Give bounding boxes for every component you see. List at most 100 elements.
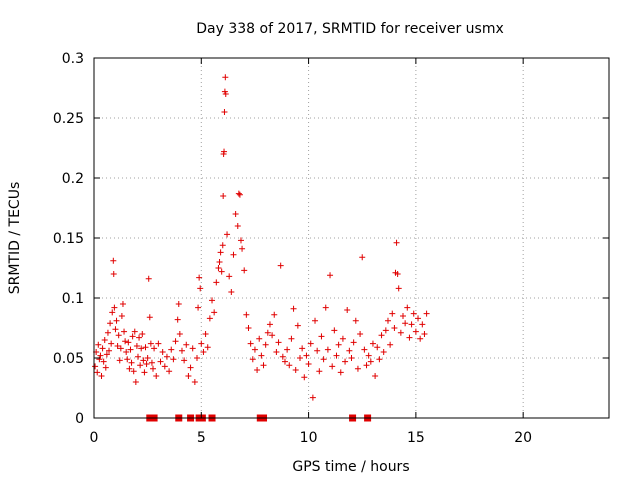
- data-point: [415, 315, 422, 322]
- y-tick-label: 0: [75, 411, 84, 427]
- data-point: [271, 311, 278, 318]
- data-point: [104, 329, 111, 336]
- y-tick-label: 0.2: [62, 171, 84, 187]
- data-point: [286, 362, 293, 369]
- data-point: [115, 332, 122, 339]
- data-point: [249, 356, 256, 363]
- data-point: [111, 304, 118, 311]
- data-point: [116, 357, 123, 364]
- data-point: [148, 359, 155, 366]
- data-point: [354, 365, 361, 372]
- y-axis-label: SRMTID / TECUs: [7, 182, 23, 295]
- data-point: [292, 367, 299, 373]
- data-point: [98, 373, 105, 379]
- data-point: [129, 333, 136, 340]
- data-point: [410, 310, 417, 317]
- data-point: [266, 321, 273, 328]
- data-point: [301, 374, 308, 381]
- data-point: [213, 279, 220, 286]
- data-point: [147, 340, 154, 347]
- data-point: [94, 369, 101, 376]
- data-point: [102, 364, 109, 371]
- data-point: [384, 317, 391, 324]
- data-point: [339, 335, 346, 342]
- data-point: [346, 347, 353, 354]
- data-point: [108, 340, 115, 347]
- data-point: [150, 365, 157, 372]
- data-point: [137, 362, 144, 369]
- data-point: [220, 193, 227, 199]
- data-point: [361, 346, 368, 353]
- data-point: [103, 351, 110, 358]
- data-point: [191, 379, 198, 385]
- data-point: [258, 352, 265, 359]
- data-point: [112, 326, 119, 333]
- data-point: [378, 332, 385, 339]
- data-point: [243, 311, 250, 318]
- data-point: [155, 340, 162, 347]
- data-point: [241, 267, 248, 274]
- x-tick-label: 20: [514, 430, 532, 446]
- data-point: [219, 242, 226, 249]
- data-point: [121, 328, 128, 335]
- y-tick-label: 0.1: [62, 291, 84, 307]
- data-point: [114, 343, 121, 349]
- data-point: [181, 357, 188, 364]
- data-point: [95, 341, 102, 348]
- data-point: [228, 289, 235, 295]
- data-points: [92, 74, 430, 401]
- data-point: [168, 346, 175, 353]
- data-point: [404, 304, 411, 311]
- data-point: [143, 361, 150, 367]
- data-point: [406, 334, 413, 341]
- data-point: [369, 340, 376, 347]
- data-point: [119, 301, 126, 307]
- data-point: [372, 373, 379, 379]
- data-point: [110, 257, 117, 264]
- x-tick-label: 5: [197, 430, 206, 446]
- data-point: [256, 335, 263, 342]
- data-point: [209, 297, 216, 304]
- y-tick-label: 0.05: [53, 351, 84, 367]
- data-point: [230, 251, 237, 258]
- data-point: [133, 343, 140, 349]
- data-point: [309, 394, 316, 401]
- data-point: [224, 231, 231, 238]
- data-point: [222, 91, 229, 97]
- data-point: [275, 339, 282, 346]
- data-point: [247, 340, 254, 347]
- data-point: [110, 271, 117, 277]
- data-point: [290, 305, 297, 312]
- data-point: [195, 304, 202, 311]
- data-point: [157, 358, 164, 365]
- data-point: [124, 356, 131, 363]
- data-point: [126, 365, 133, 372]
- data-point: [400, 313, 406, 319]
- data-point: [183, 341, 190, 348]
- data-point: [166, 368, 173, 375]
- data-point: [237, 237, 244, 244]
- data-point: [337, 369, 344, 376]
- data-point: [412, 328, 419, 335]
- data-point: [294, 322, 301, 329]
- data-point: [146, 314, 153, 321]
- y-tick-label: 0.25: [53, 111, 84, 127]
- data-point: [352, 317, 359, 324]
- data-point: [273, 349, 280, 355]
- x-tick-label: 15: [407, 430, 425, 446]
- data-point: [197, 285, 204, 292]
- data-point: [374, 344, 381, 351]
- data-point: [215, 265, 222, 271]
- data-point: [348, 355, 355, 361]
- data-point: [127, 346, 134, 353]
- data-point: [327, 272, 334, 279]
- data-point: [196, 274, 203, 281]
- data-point: [314, 347, 321, 354]
- data-point: [123, 349, 130, 355]
- data-point: [122, 338, 129, 345]
- data-point: [318, 333, 325, 340]
- data-point: [144, 355, 151, 361]
- data-point: [130, 368, 137, 375]
- data-point: [329, 363, 336, 370]
